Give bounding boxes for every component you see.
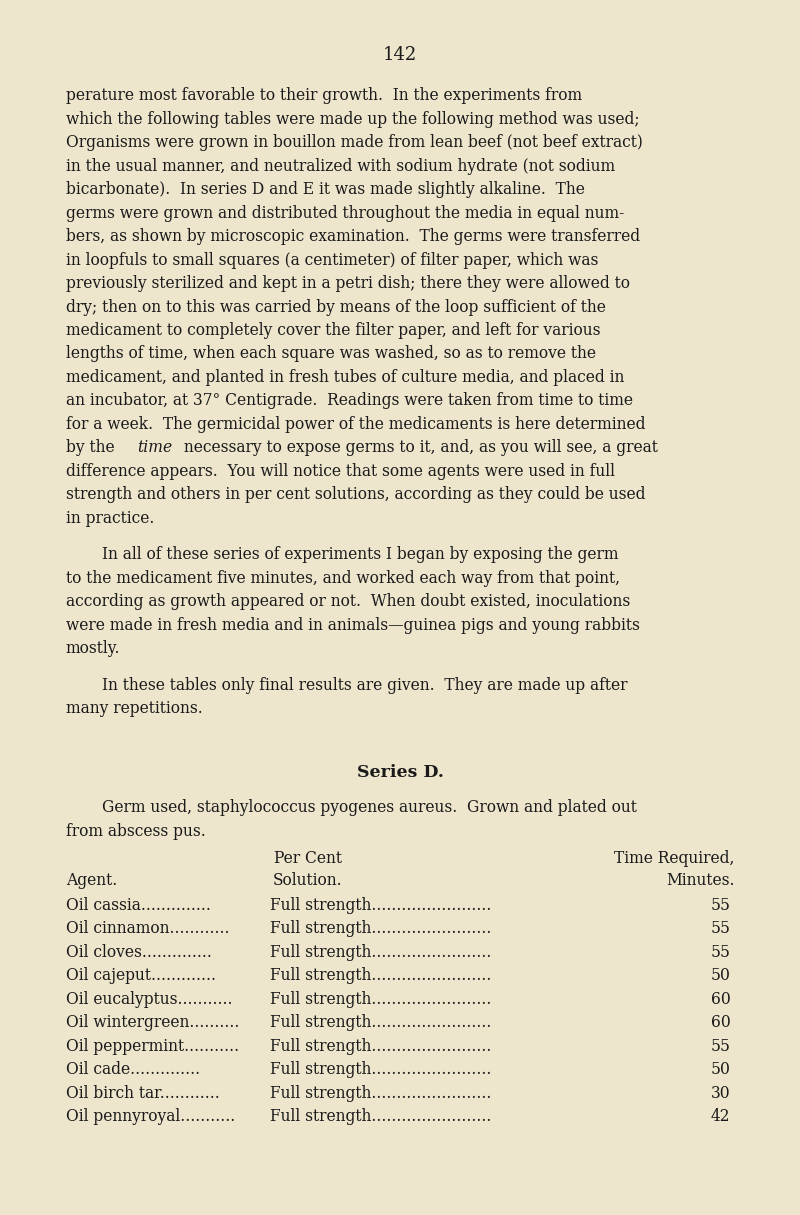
Text: which the following tables were made up the following method was used;: which the following tables were made up …	[66, 111, 639, 128]
Text: In these tables only final results are given.  They are made up after: In these tables only final results are g…	[102, 677, 627, 694]
Text: Oil eucalyptus...........: Oil eucalyptus...........	[66, 990, 232, 1007]
Text: Solution.: Solution.	[273, 872, 343, 889]
Text: necessary to expose germs to it, and, as you will see, a great: necessary to expose germs to it, and, as…	[178, 439, 658, 456]
Text: according as growth appeared or not.  When doubt existed, inoculations: according as growth appeared or not. Whe…	[66, 593, 630, 610]
Text: strength and others in per cent solutions, according as they could be used: strength and others in per cent solution…	[66, 486, 645, 503]
Text: medicament to completely cover the filter paper, and left for various: medicament to completely cover the filte…	[66, 322, 600, 339]
Text: Series D.: Series D.	[357, 764, 443, 781]
Text: Oil cajeput.............: Oil cajeput.............	[66, 967, 216, 984]
Text: mostly.: mostly.	[66, 640, 120, 657]
Text: 55: 55	[710, 897, 730, 914]
Text: medicament, and planted in fresh tubes of culture media, and placed in: medicament, and planted in fresh tubes o…	[66, 369, 624, 386]
Text: from abscess pus.: from abscess pus.	[66, 823, 206, 840]
Text: difference appears.  You will notice that some agents were used in full: difference appears. You will notice that…	[66, 463, 614, 480]
Text: by the: by the	[66, 439, 119, 456]
Text: Oil birch tar............: Oil birch tar............	[66, 1085, 219, 1102]
Text: Full strength........................: Full strength........................	[270, 897, 492, 914]
Text: 30: 30	[710, 1085, 730, 1102]
Text: to the medicament five minutes, and worked each way from that point,: to the medicament five minutes, and work…	[66, 570, 620, 587]
Text: Per Cent: Per Cent	[274, 850, 342, 868]
Text: 50: 50	[710, 967, 730, 984]
Text: many repetitions.: many repetitions.	[66, 700, 202, 717]
Text: in loopfuls to small squares (a centimeter) of filter paper, which was: in loopfuls to small squares (a centimet…	[66, 252, 598, 269]
Text: 142: 142	[383, 46, 417, 64]
Text: 42: 42	[711, 1108, 730, 1125]
Text: Oil cassia..............: Oil cassia..............	[66, 897, 210, 914]
Text: time: time	[138, 439, 173, 456]
Text: were made in fresh media and in animals—guinea pigs and young rabbits: were made in fresh media and in animals—…	[66, 617, 639, 634]
Text: Germ used, staphylococcus pyogenes aureus.  Grown and plated out: Germ used, staphylococcus pyogenes aureu…	[102, 799, 637, 816]
Text: Organisms were grown in bouillon made from lean beef (not beef extract): Organisms were grown in bouillon made fr…	[66, 135, 642, 152]
Text: 60: 60	[710, 1015, 730, 1032]
Text: Oil cloves..............: Oil cloves..............	[66, 944, 211, 961]
Text: Oil pennyroyal...........: Oil pennyroyal...........	[66, 1108, 235, 1125]
Text: Time Required,: Time Required,	[614, 850, 734, 868]
Text: germs were grown and distributed throughout the media in equal num-: germs were grown and distributed through…	[66, 204, 624, 221]
Text: Full strength........................: Full strength........................	[270, 1015, 492, 1032]
Text: Full strength........................: Full strength........................	[270, 921, 492, 938]
Text: Minutes.: Minutes.	[666, 872, 734, 889]
Text: 55: 55	[710, 944, 730, 961]
Text: bicarbonate).  In series D and E it was made slightly alkaline.  The: bicarbonate). In series D and E it was m…	[66, 181, 585, 198]
Text: previously sterilized and kept in a petri dish; there they were allowed to: previously sterilized and kept in a petr…	[66, 275, 630, 292]
Text: 55: 55	[710, 1038, 730, 1055]
Text: 60: 60	[710, 990, 730, 1007]
Text: lengths of time, when each square was washed, so as to remove the: lengths of time, when each square was wa…	[66, 345, 595, 362]
Text: 55: 55	[710, 921, 730, 938]
Text: dry; then on to this was carried by means of the loop sufficient of the: dry; then on to this was carried by mean…	[66, 299, 606, 316]
Text: Full strength........................: Full strength........................	[270, 1108, 492, 1125]
Text: Full strength........................: Full strength........................	[270, 1085, 492, 1102]
Text: in practice.: in practice.	[66, 509, 154, 526]
Text: for a week.  The germicidal power of the medicaments is here determined: for a week. The germicidal power of the …	[66, 416, 645, 433]
Text: Oil cinnamon............: Oil cinnamon............	[66, 921, 229, 938]
Text: an incubator, at 37° Centigrade.  Readings were taken from time to time: an incubator, at 37° Centigrade. Reading…	[66, 392, 633, 409]
Text: Full strength........................: Full strength........................	[270, 944, 492, 961]
Text: Full strength........................: Full strength........................	[270, 967, 492, 984]
Text: in the usual manner, and neutralized with sodium hydrate (not sodium: in the usual manner, and neutralized wit…	[66, 158, 614, 175]
Text: In all of these series of experiments I began by exposing the germ: In all of these series of experiments I …	[102, 547, 618, 564]
Text: Full strength........................: Full strength........................	[270, 990, 492, 1007]
Text: Oil cade..............: Oil cade..............	[66, 1061, 200, 1078]
Text: perature most favorable to their growth.  In the experiments from: perature most favorable to their growth.…	[66, 87, 582, 104]
Text: 50: 50	[710, 1061, 730, 1078]
Text: Oil peppermint...........: Oil peppermint...........	[66, 1038, 238, 1055]
Text: Full strength........................: Full strength........................	[270, 1061, 492, 1078]
Text: Oil wintergreen..........: Oil wintergreen..........	[66, 1015, 239, 1032]
Text: Agent.: Agent.	[66, 872, 117, 889]
Text: Full strength........................: Full strength........................	[270, 1038, 492, 1055]
Text: bers, as shown by microscopic examination.  The germs were transferred: bers, as shown by microscopic examinatio…	[66, 228, 640, 245]
